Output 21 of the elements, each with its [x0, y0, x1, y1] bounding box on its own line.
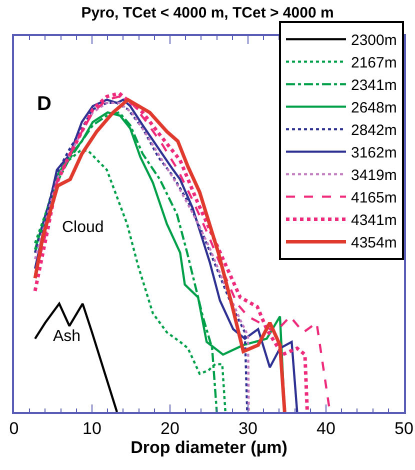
legend-label: 4341m — [351, 212, 397, 230]
annotation: Cloud — [62, 219, 104, 236]
legend-label: 2341m — [351, 77, 397, 94]
legend-label: 3419m — [351, 167, 397, 184]
x-axis-title: Drop diameter (μm) — [130, 438, 288, 458]
legend-label: 3162m — [351, 144, 397, 162]
x-tick-label: 50 — [394, 419, 414, 438]
annotation: D — [37, 93, 52, 115]
legend-label: 2842m — [351, 122, 397, 140]
legend-label: 2648m — [351, 100, 397, 117]
x-tick-label: 40 — [316, 419, 336, 438]
legend-label: 4354m — [351, 234, 397, 252]
x-tick-label: 0 — [9, 419, 19, 438]
x-tick-label: 30 — [238, 419, 258, 438]
x-tick-label: 10 — [82, 419, 102, 438]
annotation: Ash — [53, 328, 81, 345]
legend-label: 2300m — [351, 32, 397, 50]
x-tick-label: 20 — [160, 419, 180, 438]
legend-label: 4165m — [351, 190, 397, 207]
legend-label: 2167m — [351, 54, 397, 72]
chart-title: Pyro, TCet < 4000 m, TCet > 4000 m — [81, 4, 334, 22]
